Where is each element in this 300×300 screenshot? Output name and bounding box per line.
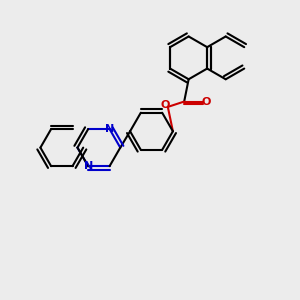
Text: N: N — [105, 124, 114, 134]
Text: O: O — [202, 97, 211, 106]
Text: O: O — [160, 100, 170, 110]
Text: N: N — [84, 161, 93, 171]
